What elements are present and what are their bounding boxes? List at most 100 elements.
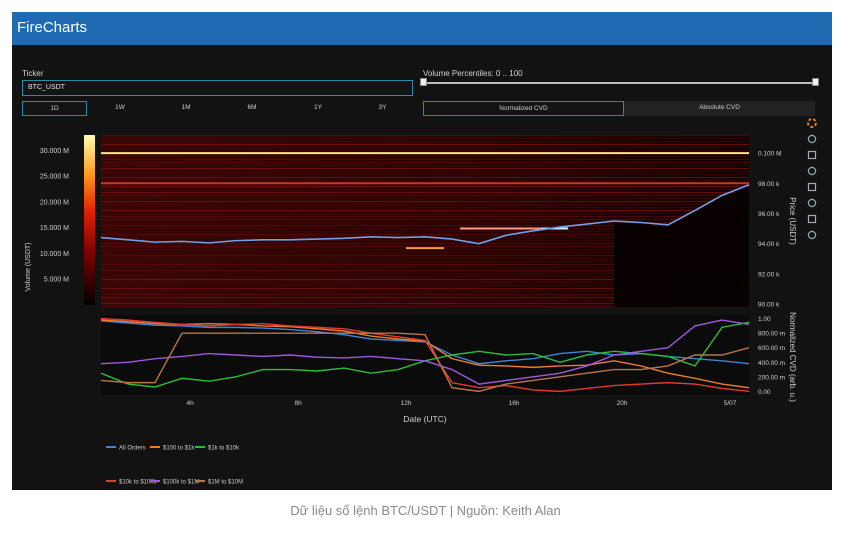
legend-label: $1M to $10M: [208, 480, 243, 486]
heatmap-band: [101, 294, 749, 296]
heatmap-band: [101, 279, 749, 281]
legend-label: $100 to $1k: [163, 446, 195, 452]
image-caption: Dữ liệu sổ lệnh BTC/USDT | Nguồn: Keith …: [290, 503, 561, 518]
heatmap-band: [101, 249, 749, 251]
plotly-logo-icon[interactable]: [807, 118, 817, 128]
colorbar-tick-label: 30.000 M: [40, 148, 69, 155]
heatmap-band: [101, 240, 749, 242]
box-zoom-icon[interactable]: [807, 166, 817, 176]
price-tick-label: 90.00 k: [758, 301, 780, 308]
title-bar: FireCharts: [12, 12, 832, 45]
crosshair-icon[interactable]: [807, 230, 817, 240]
firecharts-app: FireCharts Ticker BTC_USDT Volume Percen…: [12, 12, 832, 490]
cvd-series-line: [100, 332, 750, 393]
heatmap-band: [101, 273, 749, 275]
timeframe-3y-button[interactable]: 3Y: [378, 104, 387, 111]
heatmap-band: [101, 171, 749, 173]
heatmap-band: [101, 255, 749, 257]
modebar[interactable]: [807, 118, 817, 240]
heatmap-band: [101, 204, 749, 206]
legend-label: $10k to $100k: [119, 480, 158, 486]
legend-label: $100k to $1M: [163, 480, 199, 486]
slider-min-handle[interactable]: [420, 78, 427, 86]
heatmap-band: [101, 234, 749, 236]
pan-icon[interactable]: [807, 134, 817, 144]
cvd-tick-label: 600.00 m: [758, 345, 785, 352]
heatmap-band: [101, 246, 749, 248]
volume-percentile-slider[interactable]: [423, 82, 816, 84]
heatmap-band: [101, 180, 749, 182]
cvd-panel: 1.00 800.00 m 600.00 m 400.00 m 200.00 m 0.00…: [100, 312, 797, 424]
cvd-axis-title: Normalized CVD (arb. u.): [788, 312, 797, 402]
cvd-series-line: [100, 319, 750, 385]
price-tick-label: 96.00 k: [758, 211, 780, 218]
colorbar-tick-label: 20.000 M: [40, 199, 69, 206]
heatmap-band: [101, 219, 749, 221]
reset-icon[interactable]: [807, 182, 817, 192]
x-tick-label: 8h: [294, 400, 302, 407]
heatmap-band: [101, 195, 749, 197]
colorbar-tick-label: 15.000 M: [40, 225, 69, 232]
cvd-tick-label: 0.00: [758, 389, 771, 396]
cvd-tick-label: 200.00 m: [758, 374, 785, 381]
heatmap-band: [101, 135, 749, 137]
heatmap-band: [101, 198, 749, 200]
heatmap-band: [101, 186, 749, 188]
heatmap-band: [101, 159, 749, 161]
heatmap-band: [101, 138, 749, 140]
heatmap-dark-region: [614, 186, 749, 307]
heatmap-band: [101, 264, 749, 266]
heatmap-band: [101, 201, 749, 203]
price-tick-label: 92.00 k: [758, 271, 780, 278]
x-axis-title: Date (UTC): [403, 414, 447, 424]
timeframe-1y-button[interactable]: 1Y: [314, 104, 322, 111]
save-icon[interactable]: [807, 198, 817, 208]
colorbar: Volume (USDT) 30.000 M 25.000 M 20.000 M 15…: [25, 135, 95, 305]
heatmap-band: [101, 174, 749, 176]
heatmap-band: [101, 213, 749, 215]
colorbar-tick-label: 25.000 M: [40, 174, 69, 181]
colorbar-title: Volume (USDT): [25, 242, 32, 291]
ticker-label: Ticker: [22, 69, 44, 78]
heatmap-band: [101, 141, 749, 143]
heatmap-band: [101, 144, 749, 146]
x-tick-label: 4h: [186, 400, 194, 407]
colorbar-gradient: [84, 135, 95, 305]
ticker-input[interactable]: BTC_USDT: [22, 80, 413, 96]
firecharts-figure: Volume (USDT) 30.000 M 25.000 M 20.000 M 15…: [25, 118, 817, 486]
cvd-tick-label: 400.00 m: [758, 360, 785, 367]
heatmap-band: [101, 210, 749, 212]
zoom-icon[interactable]: [807, 150, 817, 160]
timeframe-1m-button[interactable]: 1M: [181, 104, 191, 111]
cvd-series-line: [100, 317, 750, 393]
cvd-tick-label: 1.00: [758, 316, 771, 323]
timeframe-6m-button[interactable]: 6M: [247, 104, 257, 111]
cvd-tick-label: 800.00 m: [758, 331, 785, 338]
heatmap-band: [101, 282, 749, 284]
autoscale-icon[interactable]: [807, 214, 817, 224]
slider-max-handle[interactable]: [812, 78, 819, 86]
heatmap-band: [101, 228, 749, 230]
app-title: FireCharts: [17, 19, 88, 36]
heatmap-band: [101, 297, 749, 299]
heatmap-band: [101, 288, 749, 290]
price-line: [100, 184, 750, 245]
heatmap-band: [101, 222, 749, 224]
heatmap-band: [101, 225, 749, 227]
heatmap-band: [101, 177, 749, 179]
timeframe-1w-button[interactable]: 1W: [115, 104, 125, 111]
heatmap-band: [101, 285, 749, 287]
heatmap-band: [101, 258, 749, 260]
heatmap-band: [101, 165, 749, 167]
timeframe-1d-button[interactable]: 1D: [22, 101, 87, 116]
price-axis-title: Price (USDT): [788, 197, 797, 245]
heatmap-band: [101, 270, 749, 272]
heatmap-band: [101, 306, 749, 308]
absolute-cvd-button[interactable]: Absolute CVD: [624, 101, 815, 116]
colorbar-tick-label: 5.000 M: [44, 277, 69, 284]
heatmap-band: [101, 243, 749, 245]
normalized-cvd-button[interactable]: Normalized CVD: [423, 101, 624, 116]
x-tick-label: 12h: [401, 400, 412, 407]
heatmap-band: [101, 207, 749, 209]
heatmap-band: [101, 267, 749, 269]
